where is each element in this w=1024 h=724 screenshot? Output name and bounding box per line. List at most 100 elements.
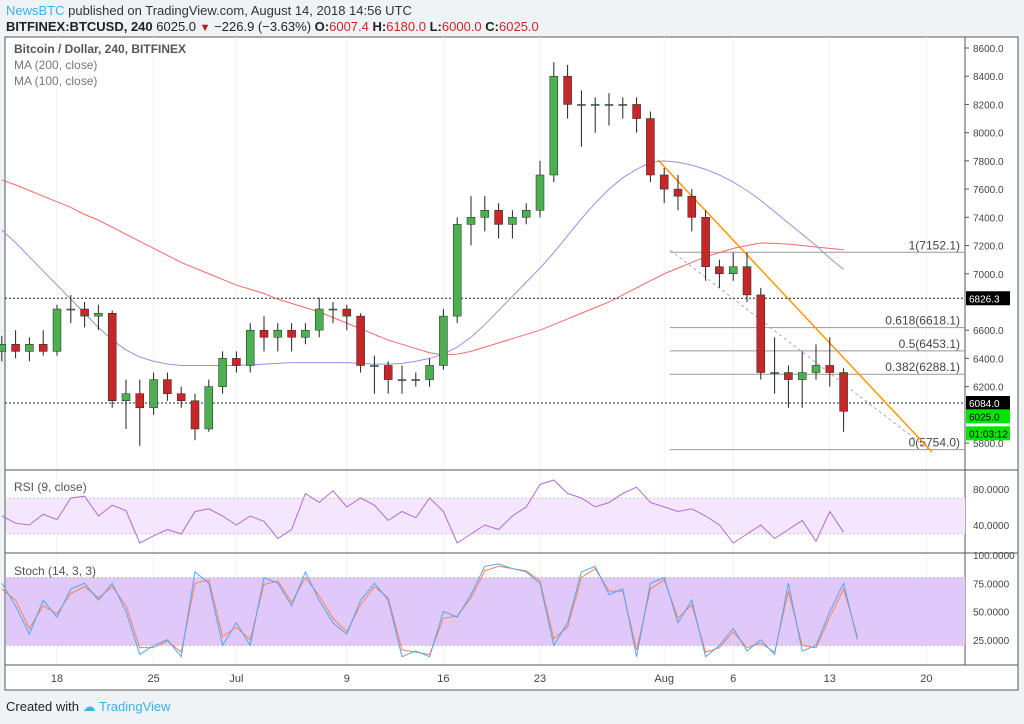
y-tick-label: 8400.0 — [973, 72, 1004, 83]
x-tick-label: 9 — [344, 673, 350, 685]
candle-body — [618, 104, 628, 106]
candle-body — [673, 188, 683, 197]
y-tick-label: 8200.0 — [973, 100, 1004, 111]
descending-trendline — [657, 159, 933, 453]
close-label: C: — [485, 19, 499, 34]
fib-level-label: 1(7152.1) — [909, 238, 960, 252]
candle-body — [839, 372, 848, 412]
candle-body — [176, 393, 186, 402]
candle-body — [604, 104, 614, 106]
y-tick-label: 7600.0 — [973, 185, 1004, 196]
fib-diagonal — [669, 249, 933, 453]
candle-body — [825, 365, 835, 373]
candle-body — [480, 210, 490, 218]
low-label: L: — [429, 19, 442, 34]
candle-body — [508, 217, 517, 225]
candle-body — [328, 308, 338, 311]
symbol: BITFINEX:BTCUSD, 240 — [6, 19, 153, 34]
price-label-6084-bg — [966, 396, 1010, 411]
publish-info: NewsBTC published on TradingView.com, Au… — [6, 3, 412, 18]
candle-body — [756, 294, 766, 373]
low-value: 6000.0 — [441, 19, 482, 34]
candle-body — [356, 315, 365, 366]
price-label-last-bg — [966, 409, 1010, 424]
candle-body — [715, 266, 724, 275]
candle-body — [0, 344, 7, 352]
candle-body — [80, 308, 89, 317]
candle-body — [342, 308, 352, 317]
candle-body — [728, 266, 738, 275]
stoch-tick-label: 100.0000 — [973, 551, 1015, 562]
x-tick-label: 25 — [147, 673, 159, 685]
candle-body — [632, 104, 641, 119]
candle-body — [273, 329, 283, 338]
candle-body — [190, 400, 200, 430]
candle-body — [742, 266, 752, 296]
x-tick-label: 20 — [920, 673, 932, 685]
x-tick-label: Jul — [229, 673, 243, 685]
open-value: 6007.4 — [329, 19, 369, 34]
candle-body — [439, 315, 448, 366]
high-value: 6180.0 — [386, 19, 426, 34]
stoch-k-line — [1, 563, 858, 658]
rsi-tick-label: 80.0000 — [973, 485, 1010, 496]
y-tick-label: 5800.0 — [973, 439, 1004, 450]
candle-body — [245, 329, 255, 366]
candle-body — [452, 224, 462, 317]
stoch-tick-label: 50.0000 — [973, 608, 1010, 619]
y-tick-label: 6600.0 — [973, 326, 1004, 337]
candle-body — [383, 365, 393, 380]
tradingview-link[interactable]: TradingView — [99, 699, 171, 714]
time-axis — [4, 664, 1019, 691]
candle-body — [687, 195, 697, 218]
down-arrow-icon: ▼ — [199, 22, 211, 34]
price-label-6826-bg — [966, 291, 1010, 306]
candle-body — [797, 372, 807, 380]
publisher-link[interactable]: NewsBTC — [6, 3, 65, 18]
countdown-label: 01:03:12 — [969, 429, 1008, 440]
candle-body — [770, 372, 779, 374]
footer: Created with ☁ TradingView — [6, 699, 171, 715]
y-tick-label: 8600.0 — [973, 44, 1004, 55]
candle-body — [784, 372, 793, 380]
ma100-line — [1, 160, 844, 366]
candle-body — [121, 393, 131, 402]
rsi-band — [6, 498, 965, 534]
candle-body — [259, 329, 269, 338]
candle-body — [163, 379, 172, 394]
candle-body — [701, 217, 710, 267]
x-tick-label: 18 — [51, 673, 63, 685]
candle-body — [577, 104, 586, 106]
tradingview-logo-icon[interactable]: ☁ — [82, 699, 96, 714]
candle-body — [287, 329, 296, 338]
rsi-tick-label: 40.0000 — [973, 521, 1010, 532]
stoch-band — [6, 577, 965, 646]
candle-body — [563, 75, 572, 105]
legend-stoch: Stoch (14, 3, 3) — [14, 564, 97, 578]
candle-body — [590, 104, 600, 106]
x-tick-label: 13 — [824, 673, 836, 685]
price-label-6826: 6826.3 — [969, 294, 1000, 305]
candle-body — [397, 379, 407, 381]
candle-body — [149, 379, 158, 409]
y-tick-label: 6400.0 — [973, 354, 1004, 365]
legend-ma200: MA (200, close) — [14, 58, 98, 72]
candle-body — [301, 329, 310, 338]
published-text: published on TradingView.com, August 14,… — [68, 3, 412, 18]
y-tick-label: 7400.0 — [973, 213, 1004, 224]
legend-rsi: RSI (9, close) — [14, 480, 87, 494]
y-tick-label: 7800.0 — [973, 157, 1004, 168]
candle-body — [218, 358, 227, 387]
x-tick-label: 23 — [534, 673, 546, 685]
candle-body — [25, 344, 34, 352]
rsi-line — [1, 479, 845, 544]
candle-body — [94, 313, 103, 317]
candle-body — [11, 344, 20, 352]
stoch-tick-label: 75.0000 — [973, 579, 1010, 590]
candle-body — [549, 75, 559, 176]
countdown-label-bg — [966, 426, 1010, 441]
price-label-6084: 6084.0 — [969, 399, 1000, 410]
fib-level-label: 0(5754.0) — [909, 436, 960, 450]
candle-body — [659, 174, 669, 190]
